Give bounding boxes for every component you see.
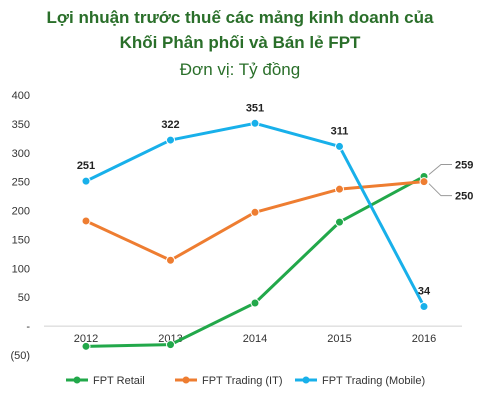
y-tick-label: 100	[12, 263, 30, 275]
y-tick-label: -	[26, 321, 30, 333]
legend-swatch-marker	[182, 376, 190, 384]
data-point	[335, 184, 344, 194]
x-tick-label: 2014	[243, 333, 267, 345]
data-point	[166, 340, 175, 350]
y-tick-label: 50	[18, 292, 30, 304]
data-label: 351	[246, 102, 264, 114]
data-point	[419, 301, 429, 311]
data-label: 259	[455, 159, 473, 171]
series-fpt-trading-mobile-	[81, 118, 429, 311]
x-tick-label: 2016	[412, 333, 436, 345]
y-tick-label: (50)	[10, 350, 30, 362]
series-line	[84, 180, 426, 262]
legend-label: FPT Trading (IT)	[202, 375, 282, 387]
data-label: 34	[418, 285, 431, 297]
legend-label: FPT Trading (Mobile)	[322, 375, 425, 387]
data-label: 250	[455, 191, 473, 203]
callout-line	[428, 183, 452, 197]
legend-item: FPT Retail	[66, 375, 145, 387]
chart-title-line2: Khối Phân phối và Bán lẻ FPT	[119, 33, 361, 52]
x-tick-label: 2015	[327, 333, 351, 345]
legend-label: FPT Retail	[93, 375, 145, 387]
data-point	[250, 298, 260, 308]
y-tick-label: 300	[12, 148, 30, 160]
data-point	[335, 141, 344, 151]
legend-swatch-marker	[73, 376, 81, 384]
chart-title: Lợi nhuận trước thuế các mảng kinh doanh…	[46, 8, 434, 27]
data-point	[166, 135, 175, 145]
chart-subtitle: Đơn vị: Tỷ đồng	[179, 60, 301, 79]
data-point	[250, 207, 260, 217]
data-label: 251	[77, 160, 95, 172]
data-point	[250, 118, 260, 128]
callout-line	[428, 163, 452, 175]
data-label: 311	[331, 125, 349, 137]
data-point	[419, 177, 429, 187]
data-point	[335, 217, 344, 227]
data-point	[166, 255, 175, 265]
data-point	[81, 176, 91, 186]
y-tick-label: 350	[12, 119, 30, 131]
series-fpt-trading-it-	[81, 177, 429, 265]
series-fpt-retail	[81, 171, 429, 351]
y-tick-label: 150	[12, 234, 30, 246]
x-tick-label: 2012	[74, 333, 98, 345]
legend-swatch-marker	[302, 376, 310, 384]
legend-item: FPT Trading (IT)	[175, 375, 282, 387]
data-label: 322	[161, 119, 179, 131]
data-point	[81, 341, 91, 351]
y-tick-label: 250	[12, 177, 30, 189]
y-tick-label: 200	[12, 206, 30, 218]
data-point	[81, 216, 91, 226]
legend-item: FPT Trading (Mobile)	[295, 375, 425, 387]
series-line	[84, 174, 426, 348]
y-tick-label: 400	[12, 90, 30, 102]
